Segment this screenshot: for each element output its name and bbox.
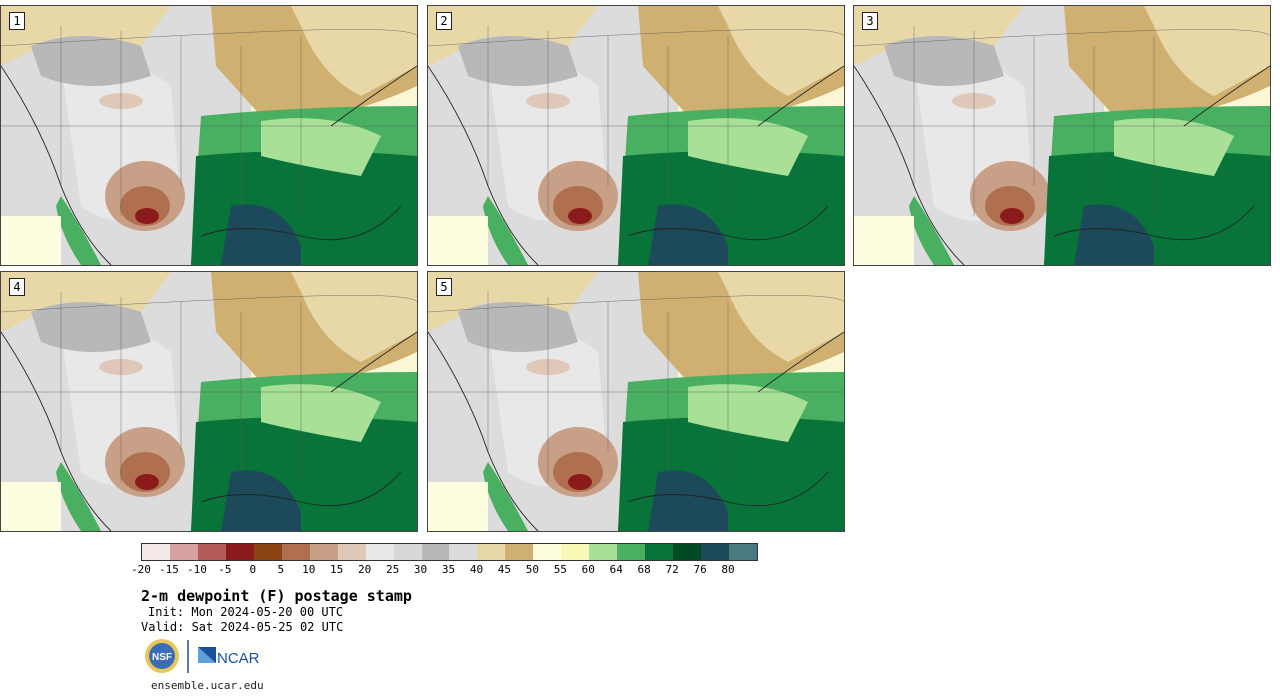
colorbar-tick-label: 30 bbox=[413, 563, 428, 576]
map-panel-5: 5 bbox=[427, 271, 845, 532]
colorbar-swatch bbox=[729, 544, 757, 560]
ncar-text: NCAR bbox=[217, 650, 260, 667]
colorbar-tick-label: 68 bbox=[637, 563, 651, 576]
colorbar-swatch bbox=[142, 544, 170, 560]
colorbar-swatch bbox=[169, 544, 198, 560]
nsf-logo-icon: NSF bbox=[145, 639, 179, 673]
ncar-logo-icon: NCAR bbox=[198, 647, 260, 667]
nsf-text: NSF bbox=[152, 652, 172, 663]
colorbar-swatch bbox=[197, 544, 226, 560]
map-panel-3: 3 bbox=[853, 5, 1271, 266]
chart-title: 2-m dewpoint (F) postage stamp bbox=[141, 587, 412, 605]
colorbar-tick-label: 80 bbox=[721, 563, 735, 576]
dewpoint-map bbox=[428, 272, 844, 531]
colorbar-swatch bbox=[337, 544, 366, 560]
map-panel-1: 1 bbox=[0, 5, 418, 266]
colorbar-tick-label: 76 bbox=[693, 563, 707, 576]
colorbar-tick-label: 35 bbox=[441, 563, 456, 576]
colorbar-swatch bbox=[645, 544, 674, 560]
colorbar-swatch bbox=[365, 544, 394, 560]
dewpoint-map bbox=[1, 6, 417, 265]
nsf-ncar-logos: NSF NCAR bbox=[145, 639, 260, 673]
panel-label: 3 bbox=[862, 12, 878, 30]
valid-time: Valid: Sat 2024-05-25 02 UTC bbox=[141, 620, 344, 634]
colorbar-swatch bbox=[281, 544, 310, 560]
colorbar-swatch bbox=[477, 544, 506, 560]
panel-label: 5 bbox=[436, 278, 452, 296]
dewpoint-colorbar bbox=[141, 543, 758, 561]
colorbar-tick-label: 60 bbox=[581, 563, 595, 576]
colorbar-swatch bbox=[617, 544, 646, 560]
colorbar-swatch bbox=[253, 544, 282, 560]
colorbar-swatch bbox=[505, 544, 534, 560]
dewpoint-map bbox=[1, 272, 417, 531]
site-url: ensemble.ucar.edu bbox=[151, 679, 264, 692]
map-panel-4: 4 bbox=[0, 271, 418, 532]
colorbar-swatch bbox=[421, 544, 450, 560]
colorbar-tick-label: 50 bbox=[525, 563, 539, 576]
colorbar-tick-label: 72 bbox=[665, 563, 679, 576]
colorbar-tick-label: -5 bbox=[218, 563, 232, 576]
colorbar-tick-label: -20 bbox=[131, 563, 151, 576]
colorbar-swatch bbox=[533, 544, 562, 560]
colorbar-tick-label: 10 bbox=[302, 563, 316, 576]
colorbar-tick-label: 45 bbox=[497, 563, 512, 576]
colorbar-tick-label: -10 bbox=[186, 563, 207, 576]
colorbar-swatch bbox=[225, 544, 254, 560]
colorbar-swatch bbox=[701, 544, 730, 560]
panel-label: 2 bbox=[436, 12, 452, 30]
colorbar-swatch bbox=[449, 544, 478, 560]
panel-label: 1 bbox=[9, 12, 25, 30]
colorbar-tick-label: 25 bbox=[385, 563, 400, 576]
colorbar-tick-label: 55 bbox=[553, 563, 567, 576]
colorbar-swatch bbox=[393, 544, 422, 560]
colorbar-tick-label: 40 bbox=[469, 563, 484, 576]
colorbar-tick-label: 5 bbox=[277, 563, 285, 576]
init-time: Init: Mon 2024-05-20 00 UTC bbox=[148, 605, 344, 619]
colorbar-swatch bbox=[673, 544, 702, 560]
colorbar-tick-label: 20 bbox=[358, 563, 372, 576]
dewpoint-map bbox=[428, 6, 844, 265]
colorbar-swatch bbox=[561, 544, 590, 560]
colorbar-swatch bbox=[309, 544, 338, 560]
map-panel-2: 2 bbox=[427, 5, 845, 266]
colorbar-tick-label: 0 bbox=[249, 563, 257, 576]
panel-label: 4 bbox=[9, 278, 25, 296]
colorbar-tick-label: 15 bbox=[330, 563, 344, 576]
colorbar-tick-label: 64 bbox=[609, 563, 623, 576]
colorbar-tick-label: -15 bbox=[159, 563, 179, 576]
dewpoint-map bbox=[854, 6, 1270, 265]
colorbar-ticks: -20 -15 -10 -5 0 5 10 15 20 25 30 35 40 45 50 55 60 64 68 7… bbox=[131, 563, 756, 577]
colorbar-swatch bbox=[589, 544, 618, 560]
